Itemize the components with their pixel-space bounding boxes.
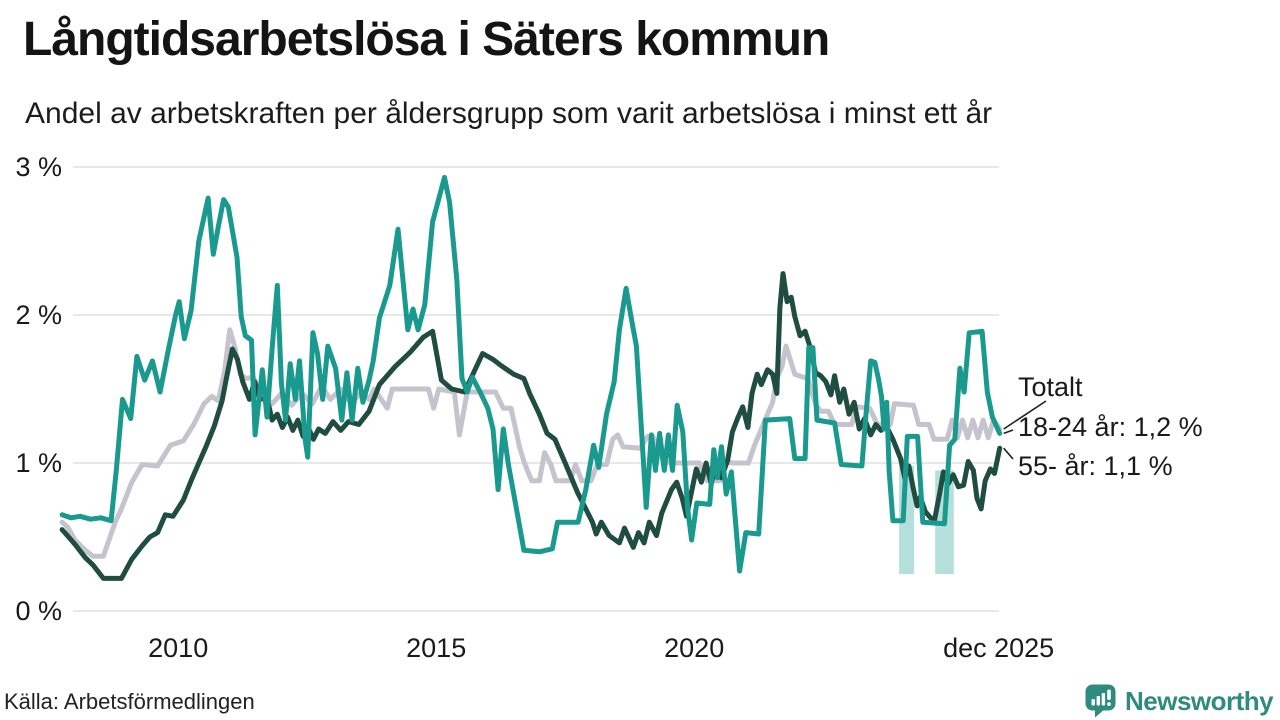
page-subtitle: Andel av arbetskraften per åldersgrupp s… [25, 97, 993, 130]
leader-line [1003, 400, 1047, 430]
series-line-18-24år [59, 174, 1003, 574]
series-label-totalt: Totalt [1018, 372, 1083, 402]
y-tick-label: 0 % [15, 596, 62, 626]
x-tick-label: dec 2025 [943, 633, 1055, 663]
series-line-Totalt [59, 327, 1003, 559]
x-tick-label: 2010 [148, 633, 209, 663]
x-tick-label: 2020 [664, 633, 725, 663]
newsworthy-logo-icon [1085, 684, 1116, 718]
newsworthy-brand-text: Newsworthy [1125, 685, 1274, 716]
source-label: Källa: Arbetsförmedlingen [4, 689, 255, 714]
page-title: Långtidsarbetslösa i Säters kommun [23, 13, 830, 66]
y-tick-label: 2 % [15, 300, 62, 330]
newsworthy-brand: Newsworthy [1084, 683, 1274, 719]
y-tick-label: 1 % [15, 448, 62, 478]
series-line-55-år [59, 271, 1003, 581]
series-label-55plus: 55- år: 1,1 % [1018, 451, 1173, 481]
y-tick-label: 3 % [15, 152, 62, 182]
leader-line [1003, 429, 1014, 435]
series-label-18-24: 18-24 år: 1,2 % [1018, 412, 1203, 442]
leader-line [1003, 447, 1014, 460]
x-tick-label: 2015 [406, 633, 467, 663]
